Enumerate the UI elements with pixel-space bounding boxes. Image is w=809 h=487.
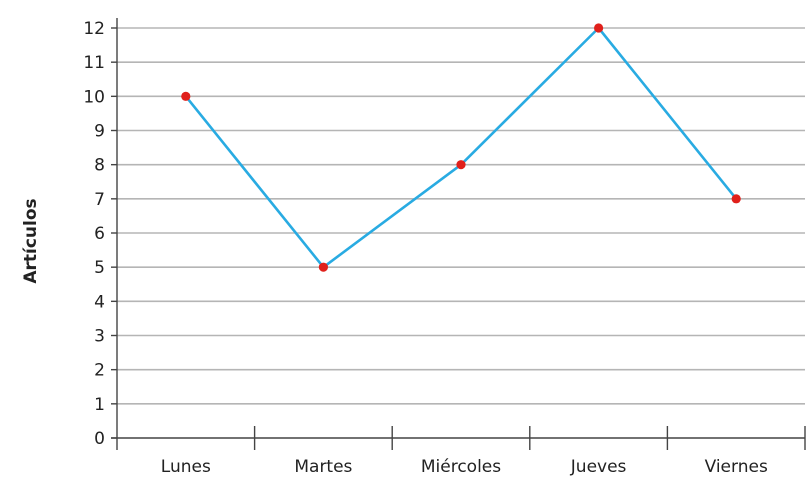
data-point-5 bbox=[731, 194, 741, 204]
y-tick-label-11: 11 bbox=[83, 53, 105, 73]
y-tick-label-1: 1 bbox=[94, 395, 105, 415]
y-tick-label-0: 0 bbox=[94, 429, 105, 449]
y-tick-label-3: 3 bbox=[94, 327, 105, 347]
y-axis-title: Artículos bbox=[21, 198, 41, 283]
data-point-1 bbox=[181, 91, 191, 101]
y-tick-label-2: 2 bbox=[94, 361, 105, 381]
data-point-4 bbox=[594, 23, 604, 33]
x-tick-label-2: Martes bbox=[294, 457, 352, 477]
series-line-1 bbox=[184, 26, 738, 269]
y-tick-label-6: 6 bbox=[94, 224, 105, 244]
x-tick-label-5: Viernes bbox=[705, 457, 768, 477]
gridlines bbox=[117, 27, 805, 405]
axes bbox=[111, 18, 806, 450]
data-point-3 bbox=[456, 160, 466, 170]
y-tick-label-4: 4 bbox=[94, 292, 105, 312]
x-tick-label-3: Miércoles bbox=[421, 457, 501, 477]
y-tick-label-9: 9 bbox=[94, 122, 105, 142]
y-tick-label-8: 8 bbox=[94, 156, 105, 176]
y-tick-label-10: 10 bbox=[83, 87, 105, 107]
y-tick-label-7: 7 bbox=[94, 190, 105, 210]
x-tick-label-4: Jueves bbox=[570, 457, 627, 477]
x-tick-labels: Lunes Martes Miércoles Jueves Viernes bbox=[161, 457, 768, 477]
series bbox=[181, 23, 741, 272]
y-tick-label-12: 12 bbox=[83, 19, 105, 39]
y-tick-label-5: 5 bbox=[94, 258, 105, 278]
x-tick-label-1: Lunes bbox=[161, 457, 211, 477]
data-point-2 bbox=[318, 262, 328, 272]
